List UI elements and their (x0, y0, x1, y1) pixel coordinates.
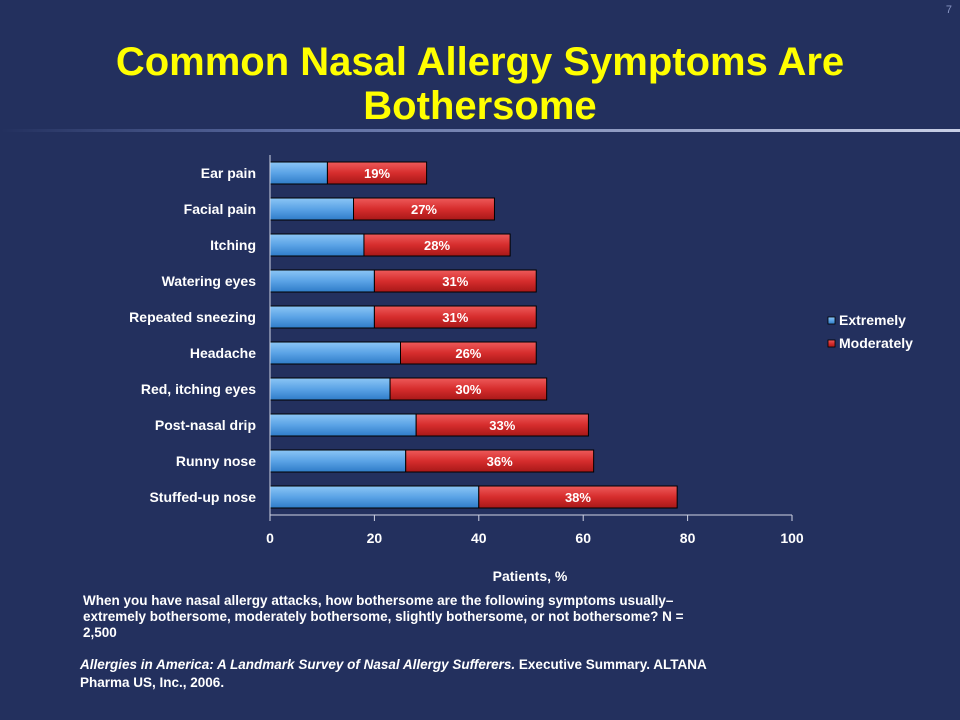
citation: Allergies in America: A Landmark Survey … (80, 656, 720, 692)
x-tick-label: 0 (266, 530, 274, 546)
category-label: Ear pain (201, 165, 256, 181)
bar-extremely (269, 233, 365, 257)
category-label: Repeated sneezing (129, 309, 256, 325)
data-label: 19% (364, 166, 390, 181)
category-label: Itching (210, 237, 256, 253)
bar-moderately (363, 233, 511, 257)
slide-number: 7 (945, 4, 952, 16)
data-label: 28% (424, 238, 450, 253)
category-label: Headache (190, 345, 256, 361)
bar-moderately (373, 269, 537, 293)
bar-moderately (415, 413, 589, 437)
bar-moderately (478, 485, 678, 509)
page-title: Common Nasal Allergy Symptoms Are Bother… (115, 40, 845, 128)
bar-extremely (269, 413, 417, 437)
x-tick-label: 20 (367, 530, 383, 546)
category-label: Red, itching eyes (141, 381, 256, 397)
data-label: 27% (411, 202, 437, 217)
x-axis-label: Patients, % (493, 568, 568, 584)
bar-extremely (269, 197, 355, 221)
survey-question: When you have nasal allergy attacks, how… (83, 593, 684, 640)
title-divider (0, 129, 960, 132)
legend-label-moderately: Moderately (839, 335, 913, 351)
bar-moderately (326, 161, 428, 185)
x-tick-label: 60 (575, 530, 591, 546)
bar-moderately (373, 305, 537, 329)
citation-italic: Allergies in America: A Landmark Survey … (80, 657, 516, 672)
category-label: Watering eyes (162, 273, 257, 289)
bar-extremely (269, 341, 401, 365)
data-label: 33% (489, 418, 515, 433)
bar-extremely (269, 449, 407, 473)
bar-moderately (353, 197, 495, 221)
data-label: 30% (455, 382, 481, 397)
data-label: 31% (442, 274, 468, 289)
category-label: Stuffed-up nose (149, 489, 256, 505)
bar-extremely (269, 269, 375, 293)
data-label: 26% (455, 346, 481, 361)
bar-extremely (269, 485, 480, 509)
bar-moderately (400, 341, 537, 365)
legend-swatch-moderately (827, 339, 836, 348)
bar-extremely (269, 305, 375, 329)
data-label: 38% (565, 490, 591, 505)
category-label: Facial pain (184, 201, 256, 217)
citation-rest: Executive Summary. ALTANA Pharma US, Inc… (80, 657, 707, 690)
data-label: 36% (487, 454, 513, 469)
category-label: Runny nose (176, 453, 256, 469)
bar-moderately (389, 377, 548, 401)
bar-extremely (269, 377, 391, 401)
data-label: 31% (442, 310, 468, 325)
bar-extremely (269, 161, 328, 185)
legend-swatch-extremely (827, 316, 836, 325)
legend-label-extremely: Extremely (839, 312, 906, 328)
x-tick-label: 100 (780, 530, 804, 546)
x-tick-label: 40 (471, 530, 487, 546)
x-tick-label: 80 (680, 530, 696, 546)
bar-moderately (405, 449, 595, 473)
category-label: Post-nasal drip (155, 417, 256, 433)
